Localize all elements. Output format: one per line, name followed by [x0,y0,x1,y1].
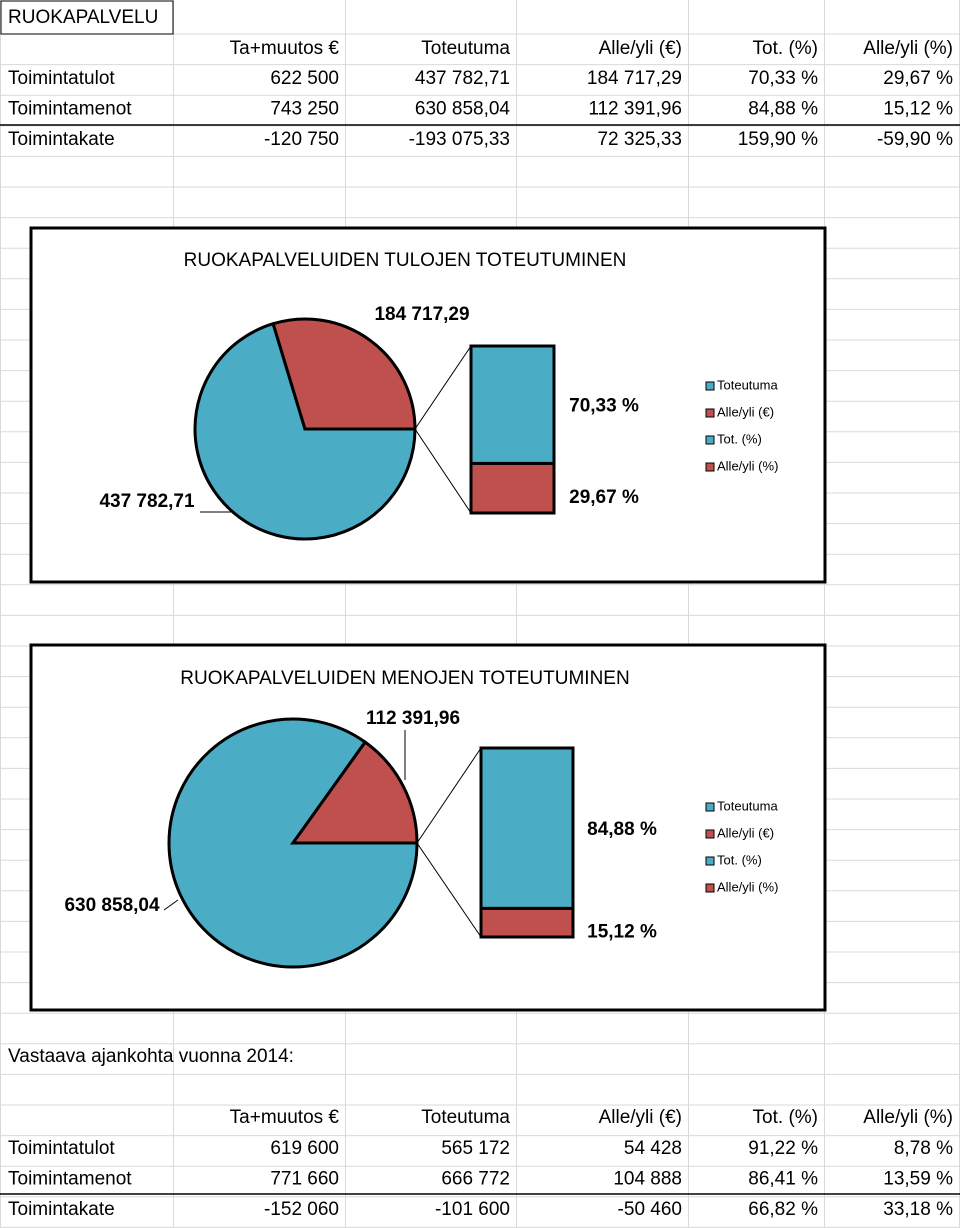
data-label: 630 858,04 [64,895,160,916]
cell-value: 565 172 [441,1138,510,1159]
cell-value: 91,22 % [748,1138,818,1159]
chart-title: RUOKAPALVELUIDEN TULOJEN TOTEUTUMINEN [184,250,627,271]
legend-label: Toteutuma [717,377,778,392]
column-header: Toteutuma [421,38,510,59]
data-label: 84,88 % [587,819,657,840]
cell-value: 630 858,04 [415,99,511,120]
connector [416,747,482,844]
pie-slice [271,317,417,431]
cell-value: 84,88 % [748,99,818,120]
legend-label: Alle/yli (€) [717,404,774,419]
legend-label: Alle/yli (%) [717,458,778,473]
cell-value: 743 250 [270,99,339,120]
legend-swatch [705,462,715,472]
cell-value: 771 660 [270,1169,339,1190]
cell-value: 70,33 % [748,68,818,89]
legend-label: Alle/yli (€) [717,825,774,840]
bar-segment [479,906,575,939]
legend-label: Toteutuma [717,798,778,813]
cell-value: -101 600 [435,1199,510,1220]
cell-value: -50 460 [618,1199,682,1220]
legend-swatch [705,829,715,839]
column-header: Ta+muutos € [230,1107,340,1128]
cell-value: -59,90 % [877,129,953,150]
chart-title: RUOKAPALVELUIDEN MENOJEN TOTEUTUMINEN [180,668,629,689]
cell-value: -193 075,33 [409,129,510,150]
data-label: 15,12 % [587,922,657,943]
cell-value: 66,82 % [748,1199,818,1220]
cell-value: 622 500 [270,68,339,89]
data-label: 112 391,96 [366,708,460,729]
legend-label: Alle/yli (%) [717,879,778,894]
cell-value: 33,18 % [883,1199,953,1220]
column-header: Ta+muutos € [230,38,340,59]
cell-value: 8,78 % [894,1138,953,1159]
row-label: Toimintamenot [8,99,132,120]
cell-value: 15,12 % [883,99,953,120]
legend-label: Tot. (%) [717,852,762,867]
column-header: Alle/yli (%) [863,1107,953,1128]
bar-segment [479,746,575,910]
bar-segment [469,461,556,515]
cell-value: -152 060 [264,1199,339,1220]
data-label: 70,33 % [569,396,639,417]
cell-value: 54 428 [624,1138,682,1159]
cell-value: 13,59 % [883,1169,953,1190]
bar-segment [469,344,556,465]
data-label: 437 782,71 [99,491,195,512]
cell-value: 437 782,71 [415,68,510,89]
data-label: 29,67 % [569,487,639,508]
title-cell [0,0,174,35]
legend-label: Tot. (%) [717,431,762,446]
cell-value: 86,41 % [748,1169,818,1190]
legend-swatch [705,883,715,893]
sheet-title: RUOKAPALVELU [8,7,158,28]
legend-swatch [705,381,715,391]
row-label: Toimintamenot [8,1169,132,1190]
pie-slice [193,321,417,541]
row-label: Toimintatulot [8,1138,115,1159]
column-header: Tot. (%) [753,1107,818,1128]
column-header: Toteutuma [421,1107,510,1128]
legend-swatch [705,856,715,866]
legend-swatch [705,408,715,418]
row-label: Toimintakate [8,129,115,150]
legend-swatch [705,435,715,445]
column-header: Alle/yli (€) [599,1107,682,1128]
cell-value: 184 717,29 [587,68,682,89]
connector [414,345,472,430]
section-heading: Vastaava ajankohta vuonna 2014: [8,1046,294,1067]
column-header: Alle/yli (%) [863,38,953,59]
cell-value: 104 888 [613,1169,682,1190]
cell-value: 666 772 [441,1169,510,1190]
row-label: Toimintakate [8,1199,115,1220]
cell-value: 159,90 % [738,129,818,150]
cell-value: 29,67 % [883,68,953,89]
legend-swatch [705,802,715,812]
column-header: Alle/yli (€) [599,38,682,59]
cell-value: -120 750 [264,129,339,150]
data-label: 184 717,29 [374,304,469,325]
cell-value: 112 391,96 [588,99,682,120]
column-header: Tot. (%) [753,38,818,59]
cell-value: 72 325,33 [597,129,682,150]
pie-slice [290,740,419,845]
chart-area [29,226,827,584]
row-label: Toimintatulot [8,68,115,89]
connector [416,842,482,938]
leader-line [163,899,179,911]
cell-value: 619 600 [270,1138,339,1159]
connector [414,428,472,514]
